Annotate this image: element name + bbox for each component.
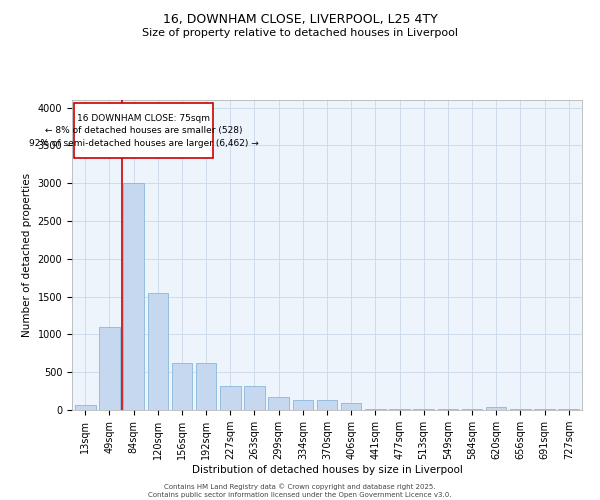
Bar bbox=[534, 409, 555, 410]
Bar bbox=[172, 363, 192, 410]
Bar bbox=[559, 409, 579, 410]
Bar bbox=[389, 409, 410, 410]
FancyBboxPatch shape bbox=[74, 103, 214, 158]
Bar bbox=[486, 406, 506, 410]
Text: 16 DOWNHAM CLOSE: 75sqm
← 8% of detached houses are smaller (528)
92% of semi-de: 16 DOWNHAM CLOSE: 75sqm ← 8% of detached… bbox=[29, 114, 259, 148]
Bar bbox=[293, 400, 313, 410]
Bar bbox=[510, 409, 530, 410]
Bar bbox=[413, 409, 434, 410]
Text: Size of property relative to detached houses in Liverpool: Size of property relative to detached ho… bbox=[142, 28, 458, 38]
Bar bbox=[268, 397, 289, 410]
Bar bbox=[462, 409, 482, 410]
Bar bbox=[341, 403, 361, 410]
Bar bbox=[244, 386, 265, 410]
Bar bbox=[99, 327, 120, 410]
Y-axis label: Number of detached properties: Number of detached properties bbox=[22, 173, 32, 337]
Bar bbox=[196, 363, 217, 410]
Text: Contains HM Land Registry data © Crown copyright and database right 2025.
Contai: Contains HM Land Registry data © Crown c… bbox=[148, 484, 452, 498]
Bar bbox=[317, 400, 337, 410]
Text: 16, DOWNHAM CLOSE, LIVERPOOL, L25 4TY: 16, DOWNHAM CLOSE, LIVERPOOL, L25 4TY bbox=[163, 12, 437, 26]
Bar bbox=[365, 409, 386, 410]
Bar bbox=[437, 409, 458, 410]
Bar bbox=[220, 386, 241, 410]
Bar bbox=[75, 406, 95, 410]
X-axis label: Distribution of detached houses by size in Liverpool: Distribution of detached houses by size … bbox=[191, 465, 463, 475]
Bar bbox=[124, 183, 144, 410]
Bar bbox=[148, 293, 168, 410]
